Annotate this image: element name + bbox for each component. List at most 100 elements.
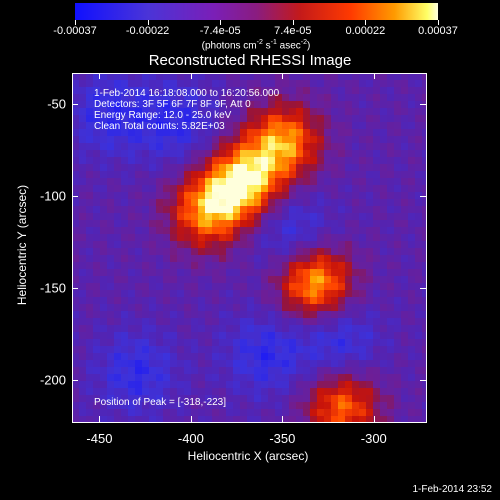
- heatmap-cell: [338, 80, 345, 87]
- heatmap-cell: [121, 108, 128, 115]
- heatmap-cell: [233, 108, 240, 115]
- heatmap-cell: [198, 220, 205, 227]
- heatmap-cell: [212, 402, 219, 409]
- heatmap-cell: [352, 255, 359, 262]
- heatmap-cell: [205, 241, 212, 248]
- heatmap-cell: [289, 185, 296, 192]
- heatmap-cell: [408, 192, 415, 199]
- heatmap-cell: [198, 192, 205, 199]
- heatmap-cell: [261, 255, 268, 262]
- heatmap-cell: [205, 227, 212, 234]
- heatmap-cell: [254, 185, 261, 192]
- heatmap-cell: [373, 395, 380, 402]
- heatmap-cell: [233, 178, 240, 185]
- heatmap-cell: [219, 185, 226, 192]
- heatmap-cell: [72, 255, 79, 262]
- heatmap-cell: [247, 206, 254, 213]
- heatmap-cell: [79, 353, 86, 360]
- heatmap-cell: [226, 185, 233, 192]
- heatmap-cell: [142, 94, 149, 101]
- heatmap-cell: [275, 206, 282, 213]
- heatmap-cell: [149, 234, 156, 241]
- heatmap-cell: [261, 185, 268, 192]
- heatmap-cell: [338, 304, 345, 311]
- heatmap-cell: [331, 353, 338, 360]
- heatmap-cell: [247, 164, 254, 171]
- heatmap-cell: [254, 227, 261, 234]
- heatmap-cell: [135, 80, 142, 87]
- heatmap-cell: [394, 339, 401, 346]
- heatmap-cell: [184, 115, 191, 122]
- heatmap-cell: [261, 311, 268, 318]
- heatmap-cell: [149, 143, 156, 150]
- heatmap-cell: [415, 73, 422, 80]
- heatmap-cell: [170, 241, 177, 248]
- heatmap-cell: [163, 388, 170, 395]
- heatmap-cell: [240, 339, 247, 346]
- heatmap-cell: [100, 255, 107, 262]
- heatmap-cell: [149, 206, 156, 213]
- heatmap-cell: [135, 115, 142, 122]
- heatmap-cell: [345, 227, 352, 234]
- heatmap-cell: [352, 101, 359, 108]
- heatmap-cell: [226, 297, 233, 304]
- heatmap-cell: [289, 297, 296, 304]
- heatmap-cell: [156, 192, 163, 199]
- heatmap-cell: [282, 192, 289, 199]
- heatmap-cell: [268, 325, 275, 332]
- heatmap-cell: [289, 402, 296, 409]
- heatmap-cell: [149, 171, 156, 178]
- heatmap-cell: [142, 171, 149, 178]
- heatmap-cell: [268, 108, 275, 115]
- heatmap-cell: [191, 143, 198, 150]
- heatmap-cell: [233, 206, 240, 213]
- heatmap-cell: [345, 381, 352, 388]
- heatmap-cell: [373, 101, 380, 108]
- heatmap-cell: [261, 129, 268, 136]
- heatmap-cell: [233, 311, 240, 318]
- heatmap-cell: [331, 171, 338, 178]
- heatmap-cell: [177, 297, 184, 304]
- heatmap-cell: [296, 346, 303, 353]
- heatmap-cell: [198, 304, 205, 311]
- heatmap-cell: [422, 185, 427, 192]
- heatmap-cell: [121, 122, 128, 129]
- heatmap-cell: [149, 290, 156, 297]
- heatmap-cell: [254, 283, 261, 290]
- heatmap-cell: [401, 220, 408, 227]
- heatmap-cell: [184, 87, 191, 94]
- heatmap-cell: [261, 290, 268, 297]
- heatmap-cell: [107, 185, 114, 192]
- heatmap-cell: [387, 94, 394, 101]
- heatmap-cell: [163, 115, 170, 122]
- heatmap-cell: [100, 374, 107, 381]
- heatmap-cell: [156, 276, 163, 283]
- heatmap-cell: [380, 241, 387, 248]
- heatmap-cell: [177, 136, 184, 143]
- heatmap-cell: [415, 129, 422, 136]
- heatmap-cell: [170, 367, 177, 374]
- heatmap-cell: [226, 283, 233, 290]
- heatmap-cell: [408, 101, 415, 108]
- heatmap-cell: [359, 101, 366, 108]
- heatmap-cell: [121, 150, 128, 157]
- y-tick-label: -200: [39, 372, 66, 388]
- heatmap-cell: [212, 416, 219, 423]
- heatmap-cell: [254, 388, 261, 395]
- heatmap-cell: [177, 346, 184, 353]
- heatmap-cell: [226, 122, 233, 129]
- heatmap-cell: [107, 101, 114, 108]
- heatmap-cell: [170, 227, 177, 234]
- heatmap-cell: [422, 367, 427, 374]
- heatmap-cell: [247, 157, 254, 164]
- heatmap-cell: [387, 402, 394, 409]
- heatmap-cell: [86, 409, 93, 416]
- heatmap-cell: [142, 353, 149, 360]
- heatmap-cell: [317, 367, 324, 374]
- heatmap-cell: [268, 297, 275, 304]
- heatmap-cell: [114, 325, 121, 332]
- heatmap-cell: [324, 206, 331, 213]
- heatmap-cell: [352, 283, 359, 290]
- heatmap-cell: [289, 171, 296, 178]
- heatmap-cell: [79, 381, 86, 388]
